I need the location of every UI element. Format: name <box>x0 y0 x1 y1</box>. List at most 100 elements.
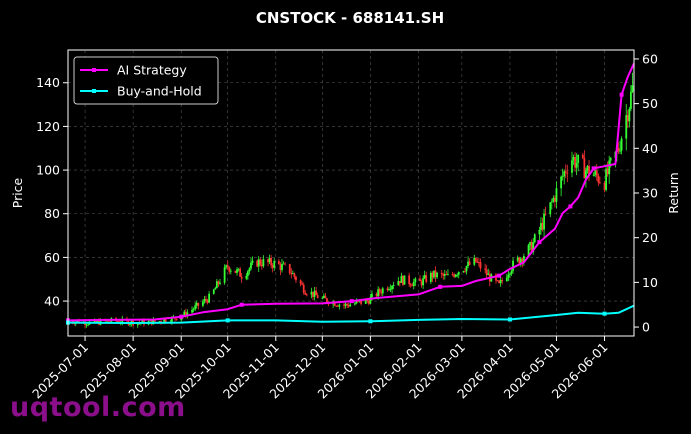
series-marker <box>537 240 542 245</box>
candle-body <box>96 320 99 323</box>
candle-body <box>262 259 265 267</box>
candle-body <box>519 258 522 264</box>
candle-body <box>229 270 232 272</box>
candle-body <box>310 291 313 295</box>
y-left-tick-label: 40 <box>44 294 60 309</box>
candle-body <box>595 170 598 176</box>
candle-body <box>234 270 237 273</box>
candle-body <box>585 170 587 179</box>
candle-body <box>457 271 460 275</box>
candle-body <box>299 280 302 284</box>
candle-body <box>291 273 294 275</box>
candle-body <box>236 269 238 273</box>
candle-body <box>512 260 514 271</box>
y-right-tick-label: 10 <box>642 275 658 290</box>
candle-body <box>288 264 291 274</box>
candle-body <box>433 270 435 278</box>
candle-body <box>163 319 166 323</box>
candle-body <box>76 320 79 322</box>
candle-body <box>259 259 262 265</box>
candle-body <box>267 259 269 263</box>
candle-body <box>357 300 359 302</box>
candle-body <box>369 297 372 304</box>
candle-body <box>158 321 161 322</box>
candle-body <box>518 257 521 264</box>
candle-body <box>540 223 542 230</box>
candle-body <box>257 259 260 267</box>
candle-body <box>555 188 558 202</box>
series-marker <box>591 166 596 171</box>
candle-body <box>335 305 338 307</box>
candle-body <box>386 288 389 290</box>
candle-body <box>429 272 432 282</box>
candle-body <box>549 202 552 215</box>
candle-body <box>378 289 381 293</box>
legend-marker <box>92 89 96 93</box>
candle-body <box>183 311 186 316</box>
candle-body <box>322 295 325 298</box>
candle-body <box>380 292 383 294</box>
candle-body <box>408 275 411 285</box>
legend-label: Buy-and-Hold <box>117 84 202 99</box>
candle-body <box>116 320 119 322</box>
y-axis-label-left: Price <box>10 177 25 208</box>
candle-body <box>464 271 466 272</box>
candle-body <box>260 264 263 267</box>
candle-body <box>499 280 502 284</box>
y-left-tick-label: 100 <box>36 163 60 178</box>
candle-body <box>473 257 476 265</box>
candle-body <box>581 154 584 159</box>
series-line-buy-and-hold <box>67 304 635 324</box>
candle-body <box>180 317 183 321</box>
candle-body <box>208 293 211 303</box>
candle-body <box>400 275 403 283</box>
candle-body <box>476 261 479 263</box>
candle-body <box>434 270 437 278</box>
candle-body <box>496 280 499 282</box>
candle-body <box>532 242 535 252</box>
candle-body <box>186 312 189 317</box>
candle-body <box>281 264 283 271</box>
candle-body <box>256 260 259 267</box>
candle-body <box>462 271 465 272</box>
candle-body <box>445 274 448 275</box>
candle-body <box>403 275 406 285</box>
candle-body <box>597 175 600 183</box>
series-marker <box>239 302 244 307</box>
candle-body <box>501 280 504 282</box>
candle-body <box>175 318 178 321</box>
candle-body <box>566 172 569 174</box>
y-left-tick-label: 80 <box>44 206 60 221</box>
candle-body <box>347 305 350 307</box>
candle-body <box>367 301 370 304</box>
candle-body <box>219 282 221 284</box>
candle-body <box>467 261 469 267</box>
candle-body <box>554 198 556 202</box>
legend-label: AI Strategy <box>117 63 187 78</box>
candle-body <box>609 158 612 161</box>
candle-body <box>389 289 392 290</box>
candle-body <box>346 303 349 306</box>
candle-body <box>192 309 195 310</box>
candle-body <box>141 320 144 323</box>
candle-body <box>588 165 590 176</box>
candle-body <box>431 272 434 278</box>
candle-body <box>293 273 296 277</box>
candle-body <box>301 283 304 285</box>
candle-body <box>271 265 274 268</box>
candle-body <box>510 270 513 274</box>
watermark: uqtool.com <box>10 392 186 423</box>
y-axis-label-right: Return <box>666 172 681 213</box>
candle-body <box>284 263 286 265</box>
candle-body <box>543 213 545 230</box>
candle-body <box>586 165 589 171</box>
candle-body <box>453 274 456 277</box>
chart-title: CNSTOCK - 688141.SH <box>256 9 444 27</box>
candle-body <box>381 288 384 294</box>
candle-body <box>574 157 576 168</box>
candle-body <box>577 154 580 163</box>
candle-body <box>561 176 564 178</box>
candle-body <box>206 300 209 303</box>
candle-body <box>214 288 217 290</box>
